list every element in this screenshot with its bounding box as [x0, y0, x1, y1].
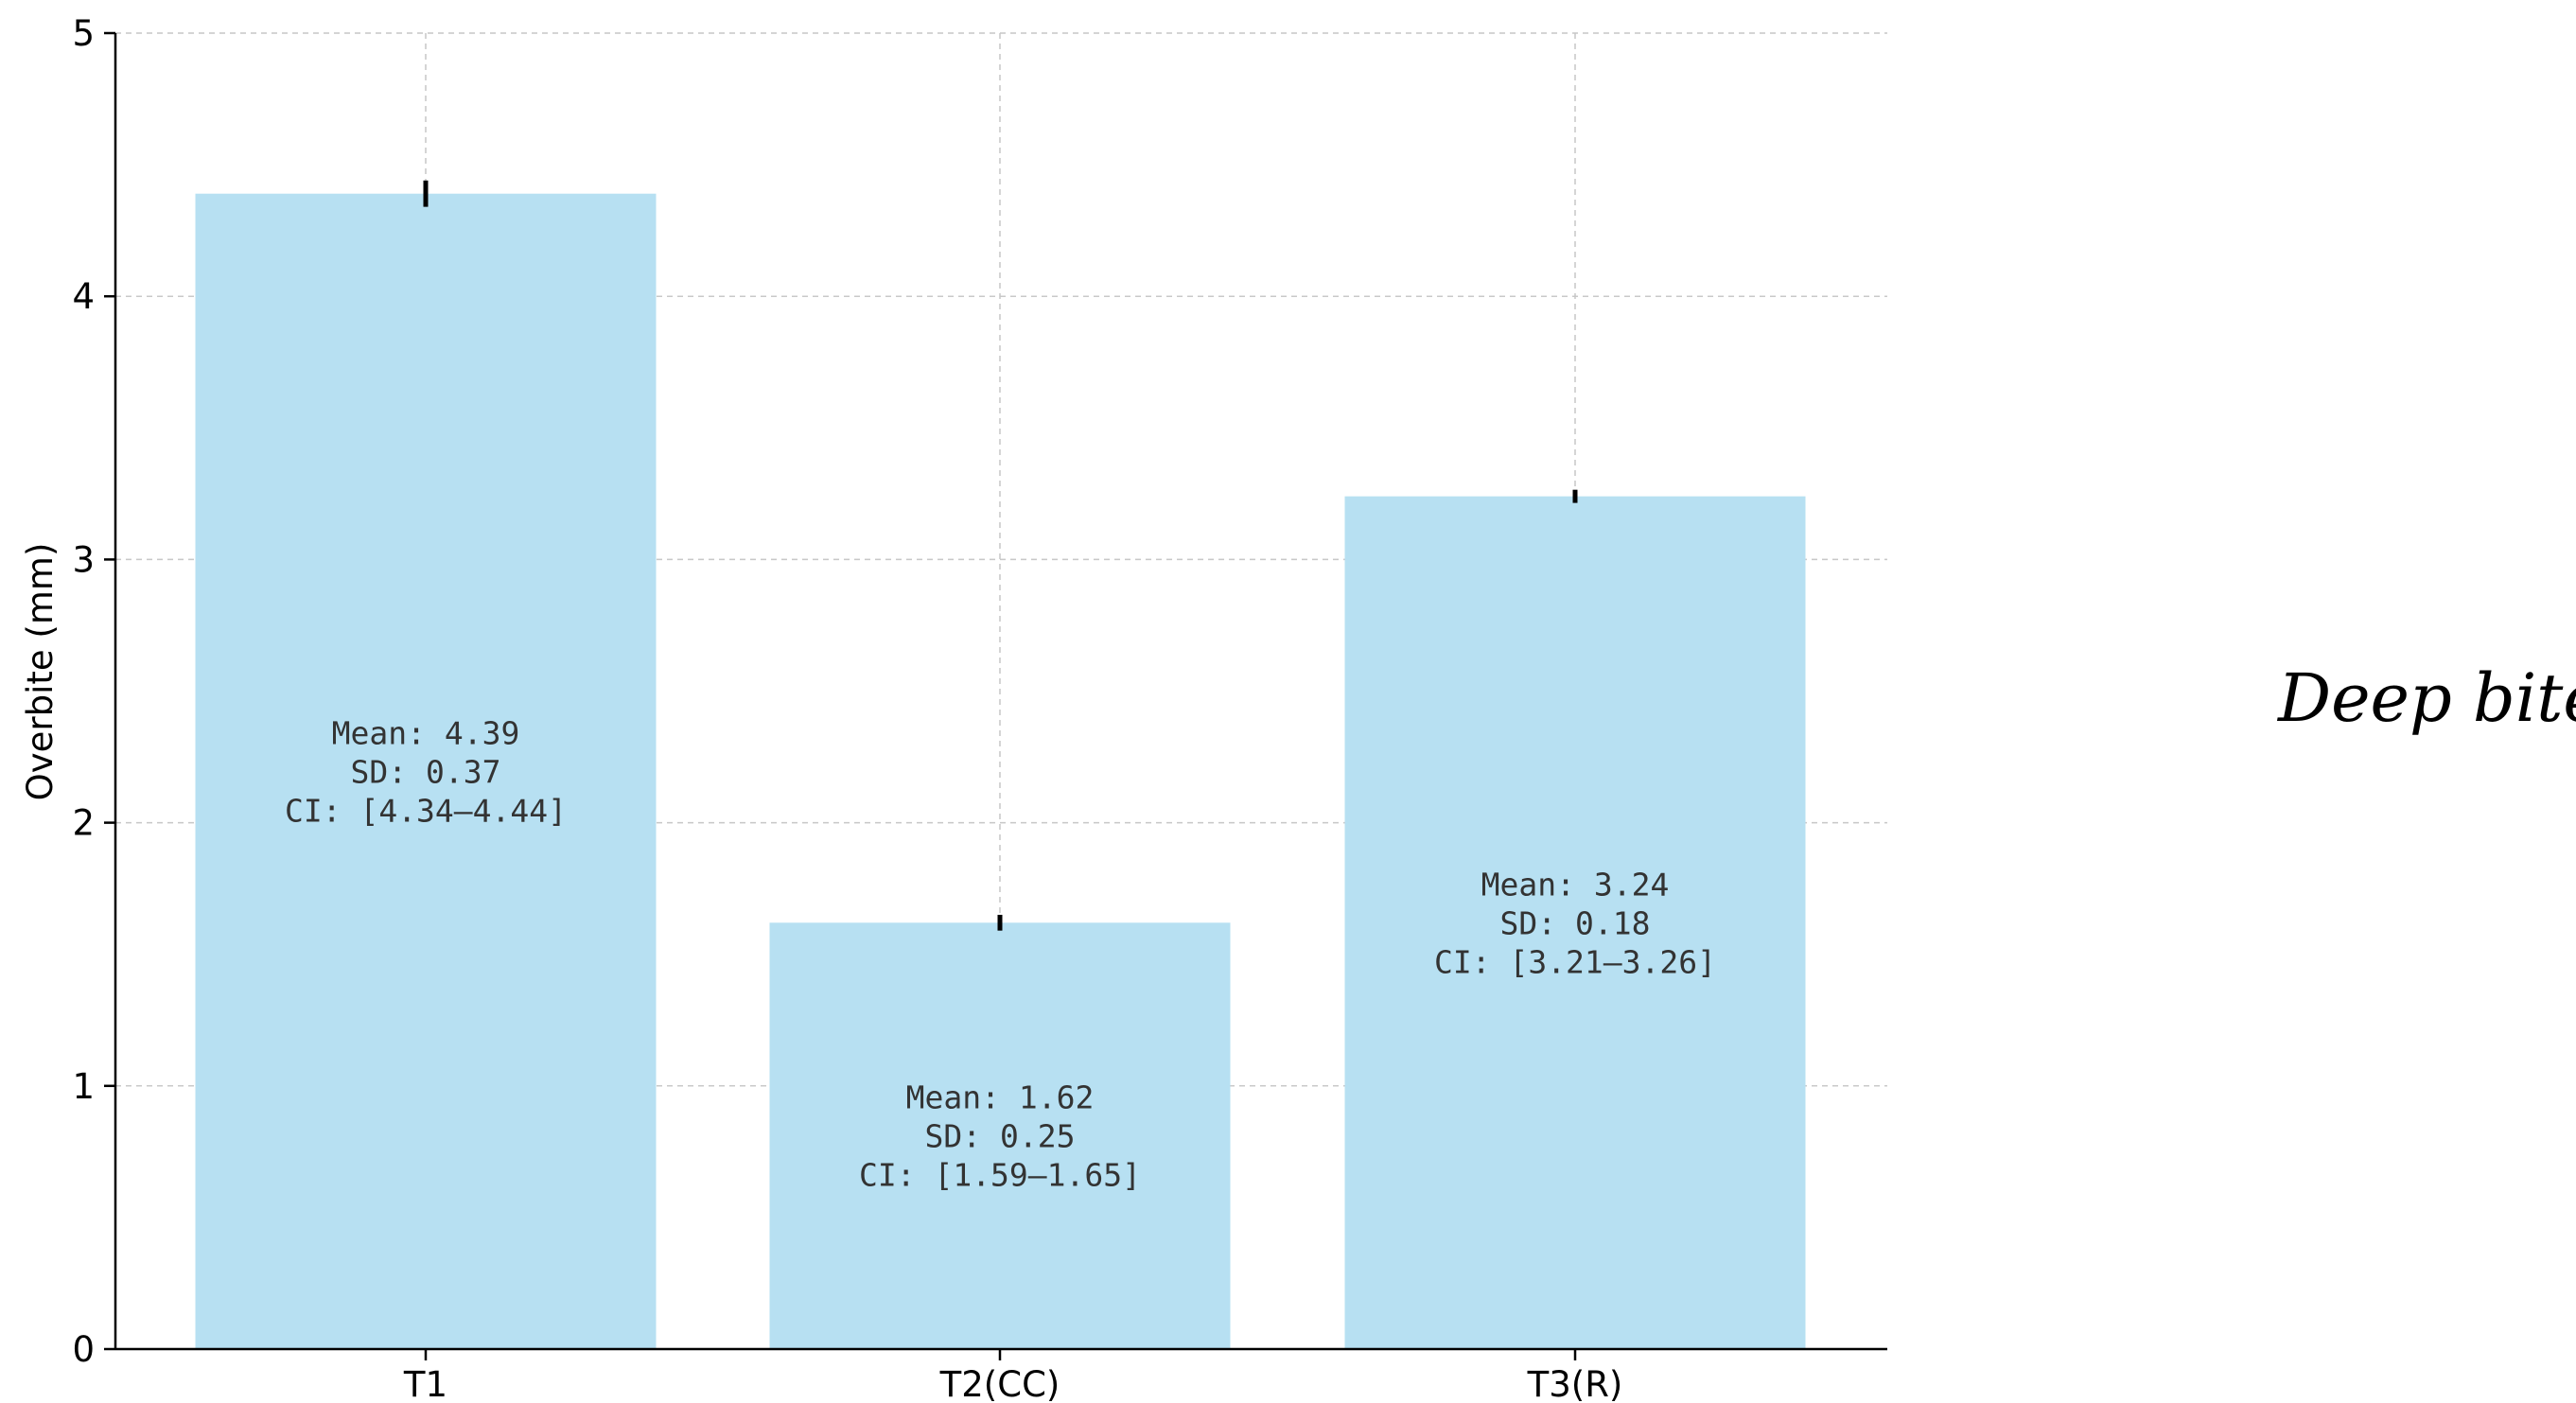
bar-annotation-line: SD: 0.37: [351, 753, 501, 790]
bar-annotation-line: SD: 0.18: [1500, 904, 1651, 941]
x-tick-label: T2(CC): [939, 1364, 1060, 1403]
bar-annotation-line: CI: [3.21–3.26]: [1434, 943, 1716, 980]
bar-annotation-line: Mean: 1.62: [906, 1079, 1095, 1116]
x-tick-label: T3(R): [1527, 1364, 1623, 1403]
bar-annotation-line: CI: [4.34–4.44]: [285, 792, 567, 829]
y-tick-label: 3: [72, 539, 95, 580]
bar-annotation-line: Mean: 4.39: [332, 714, 520, 751]
bar-annotation-line: Mean: 3.24: [1481, 866, 1670, 903]
y-tick-label: 1: [72, 1066, 95, 1107]
error-bars: [423, 180, 1578, 931]
y-tick-label: 2: [72, 803, 95, 844]
y-tick-label: 4: [72, 276, 95, 317]
bar-3: [1344, 496, 1806, 1349]
bar-annotation-line: CI: [1.59–1.65]: [859, 1157, 1141, 1194]
bar-annotation-line: SD: 0.25: [925, 1118, 1076, 1155]
side-label: Deep bite: [2276, 659, 2576, 737]
bar-1: [195, 193, 657, 1349]
y-tick-label: 5: [72, 13, 95, 54]
bar-2: [769, 922, 1231, 1349]
y-axis-label: Overbite (mm): [20, 543, 61, 801]
x-tick-label: T1: [403, 1364, 447, 1403]
y-tick-label: 0: [72, 1329, 95, 1370]
axes: 0 1 2 3 4 5 T1 T2(CC) T3(R): [72, 13, 1887, 1403]
bars: [195, 193, 1806, 1349]
